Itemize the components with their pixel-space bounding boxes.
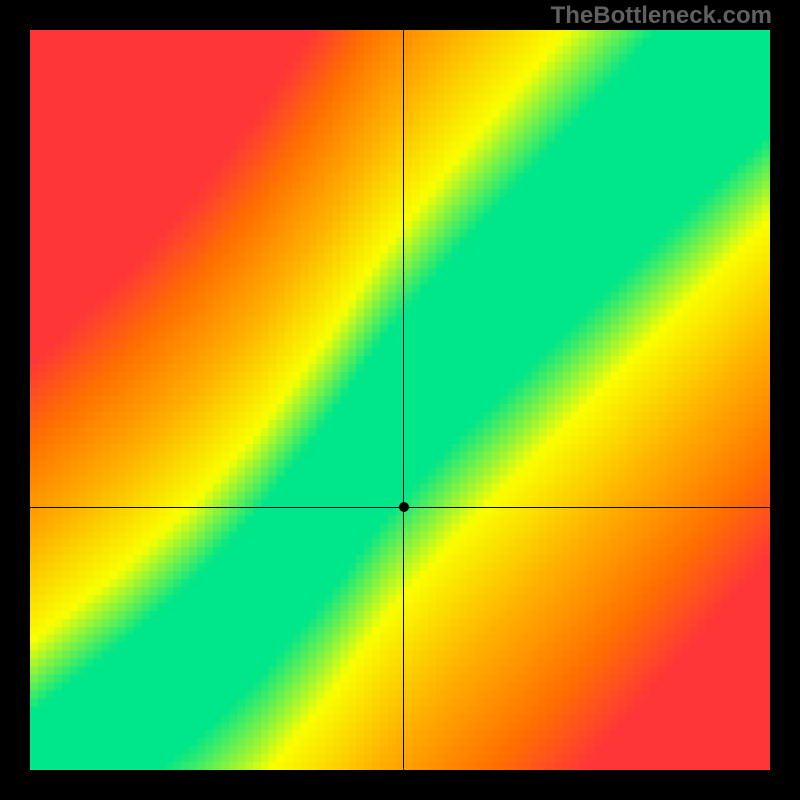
watermark-label: TheBottleneck.com — [551, 2, 772, 30]
crosshair-vertical — [403, 30, 404, 770]
crosshair-marker — [399, 502, 409, 512]
heatmap-plot — [30, 30, 770, 770]
